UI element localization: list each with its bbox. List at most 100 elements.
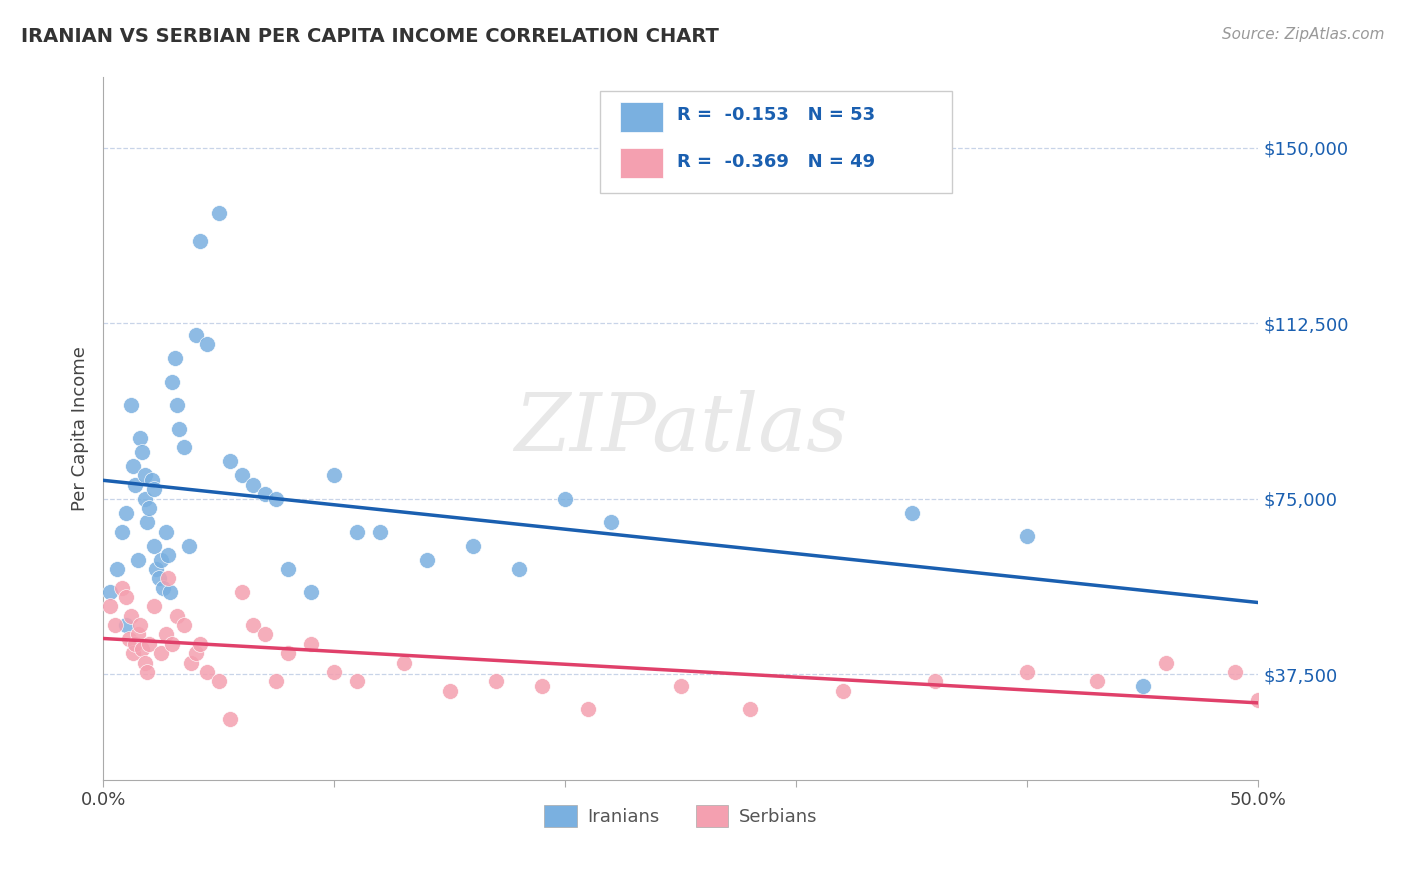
- Point: [242, 618, 264, 632]
- Point: [346, 674, 368, 689]
- Point: [554, 491, 576, 506]
- Point: [149, 552, 172, 566]
- Point: [115, 618, 138, 632]
- Point: [162, 375, 184, 389]
- Point: [184, 327, 207, 342]
- Point: [148, 571, 170, 585]
- Point: [231, 468, 253, 483]
- Point: [115, 506, 138, 520]
- Point: [219, 454, 242, 468]
- Point: [173, 440, 195, 454]
- Point: [299, 637, 322, 651]
- Point: [415, 552, 437, 566]
- Point: [1017, 665, 1039, 679]
- Point: [122, 458, 145, 473]
- Point: [508, 562, 530, 576]
- Point: [98, 585, 121, 599]
- Point: [117, 632, 139, 647]
- Point: [188, 637, 211, 651]
- Point: [104, 618, 127, 632]
- Point: [129, 431, 152, 445]
- Point: [131, 445, 153, 459]
- Point: [127, 627, 149, 641]
- Point: [208, 674, 231, 689]
- Point: [134, 656, 156, 670]
- Point: [231, 585, 253, 599]
- Point: [155, 524, 177, 539]
- Text: R =  -0.153   N = 53: R = -0.153 N = 53: [678, 105, 876, 124]
- Point: [531, 679, 554, 693]
- Point: [149, 646, 172, 660]
- Point: [242, 477, 264, 491]
- Point: [219, 712, 242, 726]
- Point: [831, 683, 853, 698]
- Point: [136, 665, 159, 679]
- Point: [208, 206, 231, 220]
- Point: [439, 683, 461, 698]
- Point: [1085, 674, 1108, 689]
- Point: [1247, 693, 1270, 707]
- Point: [1017, 529, 1039, 543]
- Legend: Iranians, Serbians: Iranians, Serbians: [537, 797, 825, 834]
- Point: [277, 646, 299, 660]
- Point: [169, 421, 191, 435]
- FancyBboxPatch shape: [600, 92, 952, 194]
- FancyBboxPatch shape: [620, 148, 664, 178]
- FancyBboxPatch shape: [620, 102, 664, 131]
- Point: [188, 234, 211, 248]
- Text: ZIPatlas: ZIPatlas: [515, 390, 848, 467]
- Point: [98, 599, 121, 614]
- Point: [115, 590, 138, 604]
- Text: Source: ZipAtlas.com: Source: ZipAtlas.com: [1222, 27, 1385, 42]
- Point: [155, 627, 177, 641]
- Point: [266, 674, 288, 689]
- Point: [184, 646, 207, 660]
- Point: [1154, 656, 1177, 670]
- Point: [392, 656, 415, 670]
- Point: [323, 468, 346, 483]
- Point: [136, 515, 159, 529]
- Point: [156, 571, 179, 585]
- Point: [110, 524, 132, 539]
- Point: [323, 665, 346, 679]
- Point: [370, 524, 392, 539]
- Point: [162, 637, 184, 651]
- Point: [266, 491, 288, 506]
- Point: [127, 552, 149, 566]
- Point: [195, 665, 218, 679]
- Point: [177, 539, 200, 553]
- Point: [195, 337, 218, 351]
- Point: [122, 646, 145, 660]
- Text: R =  -0.369   N = 49: R = -0.369 N = 49: [678, 153, 876, 170]
- Point: [299, 585, 322, 599]
- Point: [1132, 679, 1154, 693]
- Point: [143, 599, 166, 614]
- Point: [124, 477, 146, 491]
- Point: [110, 581, 132, 595]
- Point: [1225, 665, 1247, 679]
- Point: [166, 608, 188, 623]
- Point: [134, 491, 156, 506]
- Point: [134, 468, 156, 483]
- Point: [166, 398, 188, 412]
- Point: [131, 641, 153, 656]
- Point: [740, 702, 762, 716]
- Point: [669, 679, 692, 693]
- Y-axis label: Per Capita Income: Per Capita Income: [72, 346, 89, 511]
- Point: [485, 674, 508, 689]
- Point: [253, 487, 276, 501]
- Point: [145, 562, 167, 576]
- Point: [120, 608, 142, 623]
- Point: [143, 483, 166, 497]
- Point: [173, 618, 195, 632]
- Point: [600, 515, 623, 529]
- Point: [152, 581, 174, 595]
- Point: [138, 501, 160, 516]
- Point: [159, 585, 181, 599]
- Point: [156, 548, 179, 562]
- Point: [143, 539, 166, 553]
- Point: [141, 473, 163, 487]
- Point: [163, 351, 186, 366]
- Point: [129, 618, 152, 632]
- Point: [138, 637, 160, 651]
